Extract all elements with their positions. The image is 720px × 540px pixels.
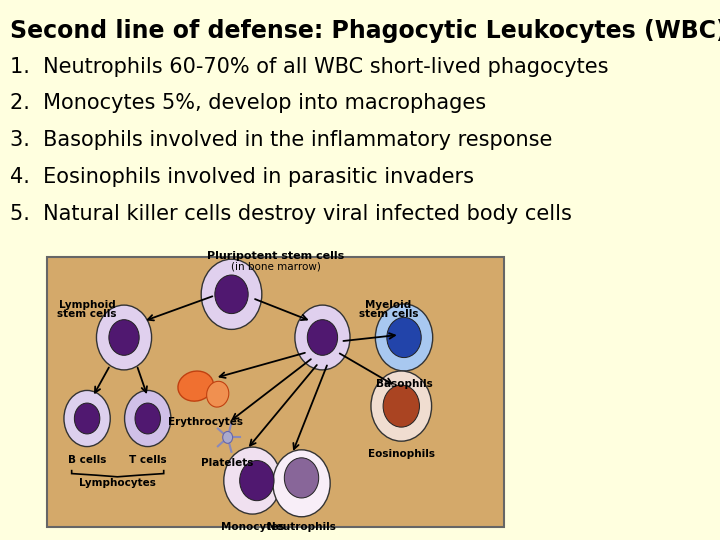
Text: 4.  Eosinophils involved in parasitic invaders: 4. Eosinophils involved in parasitic inv…	[10, 167, 474, 187]
Text: 1.  Neutrophils 60-70% of all WBC short-lived phagocytes: 1. Neutrophils 60-70% of all WBC short-l…	[10, 57, 608, 77]
Ellipse shape	[135, 403, 161, 434]
Ellipse shape	[307, 320, 338, 355]
Ellipse shape	[215, 275, 248, 314]
Text: stem cells: stem cells	[359, 309, 418, 319]
Ellipse shape	[284, 458, 319, 498]
Ellipse shape	[273, 450, 330, 517]
Ellipse shape	[96, 305, 152, 370]
Ellipse shape	[240, 461, 274, 501]
Text: 3.  Basophils involved in the inflammatory response: 3. Basophils involved in the inflammator…	[10, 130, 552, 150]
Ellipse shape	[224, 447, 281, 514]
Ellipse shape	[375, 304, 433, 371]
Text: stem cells: stem cells	[58, 309, 117, 319]
Text: Myeloid: Myeloid	[366, 300, 412, 310]
Text: Monocytes: Monocytes	[221, 522, 284, 532]
Text: B cells: B cells	[68, 455, 107, 465]
Ellipse shape	[371, 371, 431, 441]
Text: 5.  Natural killer cells destroy viral infected body cells: 5. Natural killer cells destroy viral in…	[10, 204, 572, 224]
Text: Lymphocytes: Lymphocytes	[79, 478, 156, 488]
Text: Basophils: Basophils	[376, 379, 433, 389]
Ellipse shape	[201, 259, 262, 329]
Ellipse shape	[295, 305, 350, 370]
Ellipse shape	[222, 431, 233, 443]
Text: Platelets: Platelets	[202, 458, 254, 468]
Text: T cells: T cells	[129, 455, 166, 465]
Text: Lymphoid: Lymphoid	[59, 300, 115, 310]
Ellipse shape	[125, 390, 171, 447]
Bar	[47, 256, 504, 526]
Ellipse shape	[207, 381, 229, 407]
Text: Second line of defense: Phagocytic Leukocytes (WBC): Second line of defense: Phagocytic Leuko…	[10, 19, 720, 43]
Text: (in bone marrow): (in bone marrow)	[230, 261, 320, 272]
Ellipse shape	[383, 385, 420, 427]
Text: 2.  Monocytes 5%, develop into macrophages: 2. Monocytes 5%, develop into macrophage…	[10, 93, 486, 113]
Ellipse shape	[64, 390, 110, 447]
Ellipse shape	[387, 318, 421, 357]
Text: Neutrophils: Neutrophils	[267, 522, 336, 532]
Text: Erythrocytes: Erythrocytes	[168, 417, 243, 427]
Text: Pluripotent stem cells: Pluripotent stem cells	[207, 251, 344, 261]
Ellipse shape	[74, 403, 100, 434]
Ellipse shape	[178, 371, 213, 401]
Ellipse shape	[109, 320, 139, 355]
Text: Eosinophils: Eosinophils	[368, 449, 435, 460]
